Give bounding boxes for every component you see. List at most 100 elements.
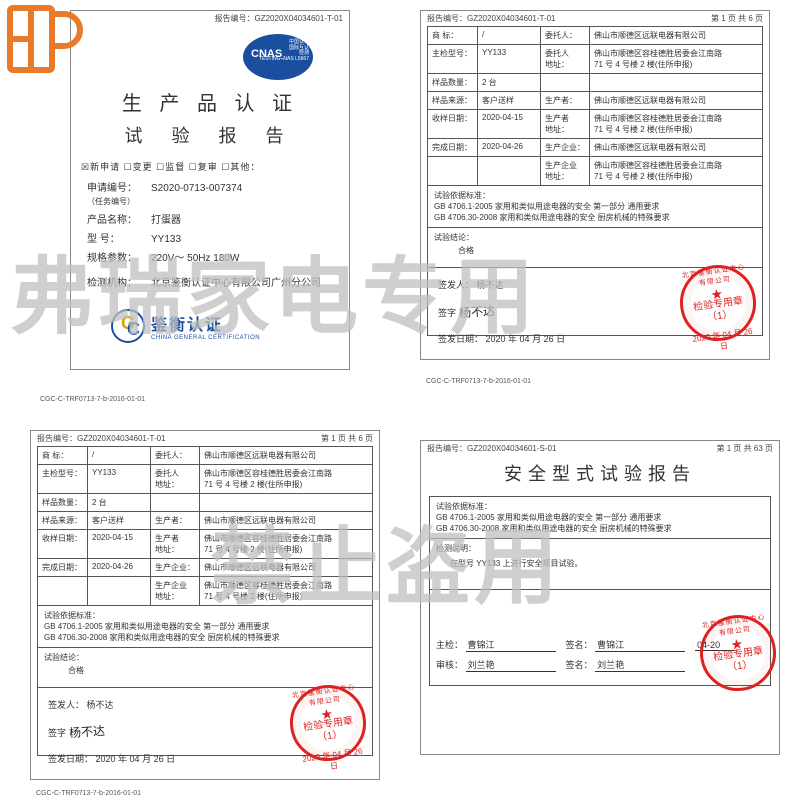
d4-desc-section: 检测说明： 在型号 YY133 上进行安全项目试验。 xyxy=(430,539,770,589)
d2-ent-addr-l: 生产企业 地址： xyxy=(541,157,590,186)
d3-page: 第 1 页 共 6 页 xyxy=(321,433,373,444)
d4-report-no-label: 报告编号： xyxy=(427,444,467,453)
d2-sigB-l: 签字 xyxy=(438,308,456,318)
d2-page: 第 1 页 共 6 页 xyxy=(711,13,763,24)
model-label: 型 号： xyxy=(87,230,151,245)
d2-date-v: 2020 年 04 月 26 日 xyxy=(486,334,566,344)
d4-rev-sig: 刘兰艳 xyxy=(595,658,685,672)
d2-model-l: 主检型号： xyxy=(428,45,478,74)
app-no: S2020-0713-007374 xyxy=(151,183,242,194)
d2-source-l: 样品来源： xyxy=(428,92,478,110)
d4-stamp-ring: 北京鉴衡认证中心有限公司 xyxy=(698,611,770,641)
d3-sign-section: 签发人： 杨不达 签字 杨不达 签发日期： 2020 年 04 月 26 日 北… xyxy=(37,688,373,756)
d3-report-no: GZ2020X04034601-T-01 xyxy=(77,434,166,443)
d2-maker-l: 生产者： xyxy=(541,92,590,110)
d2-sigA-name: 杨不达 xyxy=(477,280,504,290)
report-no-label: 报告编号： xyxy=(214,14,254,23)
app-no-sub: （任务编号） xyxy=(87,196,339,207)
doc3-footer: CGC-C-TRF0713-7-b-2016-01-01 xyxy=(36,790,141,797)
d4-rev-sig-l: 签名： xyxy=(566,660,593,670)
doc2-footer: CGC-C-TRF0713-7-b-2016-01-01 xyxy=(426,378,531,385)
d2-done-v: 2020-04-26 xyxy=(478,139,541,157)
corner-logo xyxy=(6,4,84,92)
d2-done-l: 完成日期： xyxy=(428,139,478,157)
d2-date-l: 签发日期： xyxy=(438,334,483,344)
d3-report-no-label: 报告编号： xyxy=(37,434,77,443)
d2-sigB-sig: 杨不达 xyxy=(458,302,495,321)
d3-std-section: 试验依据标准： GB 4706.1-2005 家用和类似用途电器的安全 第一部分… xyxy=(37,606,373,648)
d2-ent-v: 佛山市顺德区远联电器有限公司 xyxy=(590,139,763,157)
d4-chief-sig-l: 签名： xyxy=(566,640,593,650)
product-name: 打蛋器 xyxy=(151,215,181,226)
d2-stamp-center: 检验专用章 （1） xyxy=(693,296,746,327)
d2-info-table: 商 标： / 委托人： 佛山市顺德区远联电器有限公司 主检型号： YY133 委… xyxy=(427,26,763,186)
d4-sign-section: 主检： 曹锦江 签名： 曹锦江 04-20 审核： 刘兰艳 签名： 刘兰艳 北京… xyxy=(429,590,771,686)
d2-maker-addr-l: 生产者 地址： xyxy=(541,110,590,139)
d4-chief-sig: 曹锦江 xyxy=(595,638,685,652)
spec-label: 规格参数： xyxy=(87,249,151,264)
spec-value: 220V～ 50Hz 180W xyxy=(151,253,239,264)
jh-sub: CHINA GENERAL CERTIFICATION xyxy=(151,335,260,341)
d4-rev-v: 刘兰艳 xyxy=(466,658,556,672)
d2-std1: GB 4706.1-2005 家用和类似用途电器的安全 第一部分 通用要求 xyxy=(434,201,756,212)
doc1-footer: CGC-C-TRF0713-7-b-2016-01-01 xyxy=(40,396,145,403)
d2-sign-section: 签发人： 杨不达 签字 杨不达 签发日期： 2020 年 04 月 26 日 北… xyxy=(427,268,763,336)
d4-std1: GB 4706.1-2005 家用和类似用途电器的安全 第一部分 通用要求 xyxy=(436,512,764,523)
d2-client-l: 委托人： xyxy=(541,27,590,45)
d2-qty-v: 2 台 xyxy=(478,74,541,92)
test-report-page1-tr: 报告编号：GZ2020X04034601-T-01 第 1 页 共 6 页 商 … xyxy=(420,10,770,360)
d4-rev-l: 审核： xyxy=(436,660,463,670)
certification-test-report-cover: 报告编号：GZ2020X04034601-T-01 生 产 品 认 证 试 验 … xyxy=(70,10,350,370)
d2-result: 合格 xyxy=(434,243,756,258)
d4-desc-title: 检测说明： xyxy=(436,543,764,554)
d2-recv-v: 2020-04-15 xyxy=(478,110,541,139)
d4-std-section: 试验依据标准： GB 4706.1-2005 家用和类似用途电器的安全 第一部分… xyxy=(430,497,770,539)
d2-source-v: 客户送样 xyxy=(478,92,541,110)
d2-report-no: GZ2020X04034601-T-01 xyxy=(467,14,556,23)
jianheng-cert-logo: 鉴衡认证 CHINA GENERAL CERTIFICATION xyxy=(111,309,339,343)
application-type-checks: ☒新申请 ☐变更 ☐监督 ☐复审 ☐其他： xyxy=(81,160,339,173)
d3-info-table: 商 标： / 委托人： 佛山市顺德区远联电器有限公司 主检型号： YY133 委… xyxy=(37,446,373,606)
d4-page: 第 1 页 共 63 页 xyxy=(717,443,773,454)
d2-result-title: 试验结论： xyxy=(434,232,756,243)
cover-big-title: 生 产 品 认 证 xyxy=(81,87,339,116)
d4-stamp-center: 检验专用章 （1） xyxy=(713,646,766,677)
jh-text: 鉴衡认证 xyxy=(151,311,260,335)
d4-std2: GB 4706.30-2008 家用和类似用途电器的安全 厨房机械的特殊要求 xyxy=(436,523,764,534)
d4-report-no: GZ2020X04034601-S-01 xyxy=(467,444,556,453)
d4-chief-l: 主检： xyxy=(436,640,463,650)
d2-model-v: YY133 xyxy=(478,45,541,74)
cnas-badge xyxy=(243,34,313,80)
d2-brand-v: / xyxy=(478,27,541,45)
safety-type-test-report: 报告编号：GZ2020X04034601-S-01 第 1 页 共 63 页 安… xyxy=(420,440,780,755)
cover-fields: 申请编号：S2020-0713-007374 （任务编号） 产品名称：打蛋器 型… xyxy=(87,179,339,289)
d4-std-title: 试验依据标准： xyxy=(436,501,764,512)
product-label: 产品名称： xyxy=(87,211,151,226)
d2-result-section: 试验结论： 合格 xyxy=(427,228,763,268)
d2-recv-l: 收样日期： xyxy=(428,110,478,139)
d2-ent-l: 生产企业： xyxy=(541,139,590,157)
d2-std-title: 试验依据标准： xyxy=(434,190,756,201)
d2-client-addr-v: 佛山市顺德区容桂德胜居委会江南路 71 号 4 号楼 2 楼(住所申报) xyxy=(590,45,763,74)
d2-client-addr-l: 委托人 地址： xyxy=(541,45,590,74)
d4-chief-v: 曹锦江 xyxy=(466,638,556,652)
d4-stamp: 北京鉴衡认证中心有限公司 检验专用章 （1） xyxy=(695,610,781,696)
cover-sub-title: 试 验 报 告 xyxy=(81,122,339,148)
test-report-page1-bl: 报告编号：GZ2020X04034601-T-01 第 1 页 共 6 页 商 … xyxy=(30,430,380,780)
d2-maker-v: 佛山市顺德区远联电器有限公司 xyxy=(590,92,763,110)
d2-qty-l: 样品数量： xyxy=(428,74,478,92)
d2-maker-addr-v: 佛山市顺德区容桂德胜居委会江南路 71 号 4 号楼 2 楼(住所申报) xyxy=(590,110,763,139)
d4-title: 安全型式试验报告 xyxy=(429,460,771,486)
d2-std-section: 试验依据标准： GB 4706.1-2005 家用和类似用途电器的安全 第一部分… xyxy=(427,186,763,228)
d2-sigA-l: 签发人： xyxy=(438,280,474,290)
d2-std2: GB 4706.30-2008 家用和类似用途电器的安全 厨房机械的特殊要求 xyxy=(434,212,756,223)
d2-brand-l: 商 标： xyxy=(428,27,478,45)
org-label: 检测机构： xyxy=(87,274,151,289)
d2-ent-addr-v: 佛山市顺德区容桂德胜居委会江南路 71 号 4 号楼 2 楼(住所申报) xyxy=(590,157,763,186)
org-value: 北京鉴衡认证中心有限公司广州分公司 xyxy=(151,278,321,289)
d2-client-v: 佛山市顺德区远联电器有限公司 xyxy=(590,27,763,45)
d3-result-section: 试验结论： 合格 xyxy=(37,648,373,688)
report-no: GZ2020X04034601-T-01 xyxy=(254,14,343,23)
d2-stamp-date: 2020 年 04 月 26 日 xyxy=(687,325,759,357)
model-value: YY133 xyxy=(151,234,181,245)
